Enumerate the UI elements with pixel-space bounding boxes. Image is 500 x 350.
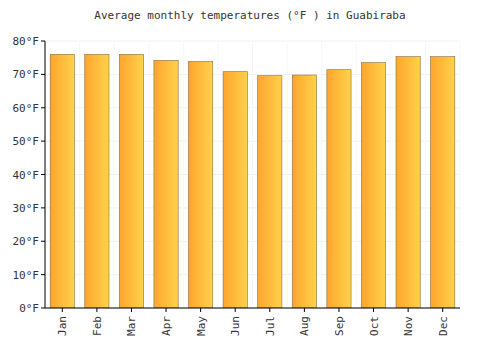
bar bbox=[431, 57, 455, 308]
y-tick bbox=[41, 107, 45, 108]
bar bbox=[85, 54, 109, 308]
y-tick bbox=[41, 141, 45, 142]
x-tick-label: Jun bbox=[229, 316, 242, 336]
grid-line-vertical bbox=[148, 41, 149, 308]
y-tick bbox=[41, 241, 45, 242]
x-tick-label: Mar bbox=[125, 316, 138, 336]
x-tick-label: Nov bbox=[402, 316, 415, 336]
x-tick-label: Oct bbox=[368, 316, 381, 336]
x-tick-label: Dec bbox=[437, 316, 450, 336]
x-tick bbox=[166, 308, 167, 312]
bar bbox=[189, 62, 213, 308]
bar bbox=[154, 60, 178, 308]
bars bbox=[50, 54, 455, 308]
chart-container: Average monthly temperatures (°F ) in Gu… bbox=[0, 0, 500, 350]
bar bbox=[292, 75, 316, 308]
y-tick-label: 50°F bbox=[13, 135, 40, 148]
grid-line-vertical bbox=[79, 41, 80, 308]
y-tick bbox=[41, 308, 45, 309]
x-tick-label: Feb bbox=[91, 316, 104, 336]
bar bbox=[223, 72, 247, 308]
x-tick bbox=[269, 308, 270, 312]
y-tick bbox=[41, 174, 45, 175]
y-tick bbox=[41, 74, 45, 75]
chart-svg: Average monthly temperatures (°F ) in Gu… bbox=[0, 0, 500, 350]
x-tick-label: Jul bbox=[264, 316, 277, 336]
grid-line-vertical bbox=[321, 41, 322, 308]
x-tick bbox=[96, 308, 97, 312]
x-tick-label: May bbox=[195, 316, 208, 336]
y-tick-label: 30°F bbox=[13, 202, 40, 215]
y-tick bbox=[41, 41, 45, 42]
x-axis bbox=[45, 308, 460, 309]
grid-line-vertical bbox=[252, 41, 253, 308]
bar bbox=[50, 54, 74, 308]
bar bbox=[327, 70, 351, 308]
x-tick bbox=[338, 308, 339, 312]
grid-line-vertical bbox=[217, 41, 218, 308]
bar bbox=[396, 57, 420, 308]
x-tick bbox=[442, 308, 443, 312]
bar bbox=[119, 54, 143, 308]
bar bbox=[258, 76, 282, 308]
x-tick-label: Aug bbox=[298, 316, 311, 336]
grid-line-vertical bbox=[356, 41, 357, 308]
y-tick-label: 0°F bbox=[19, 302, 39, 315]
grid-line-vertical bbox=[460, 41, 461, 308]
grid-line-vertical bbox=[114, 41, 115, 308]
x-tick bbox=[62, 308, 63, 312]
y-tick-label: 40°F bbox=[13, 169, 40, 182]
grid-line-vertical bbox=[287, 41, 288, 308]
y-tick-label: 60°F bbox=[13, 102, 40, 115]
x-tick-label: Jan bbox=[56, 316, 69, 336]
x-tick bbox=[408, 308, 409, 312]
grid-line-vertical bbox=[390, 41, 391, 308]
x-tick bbox=[304, 308, 305, 312]
grid-line-vertical bbox=[425, 41, 426, 308]
y-tick-label: 70°F bbox=[13, 68, 40, 81]
x-tick bbox=[235, 308, 236, 312]
grid-line bbox=[45, 308, 460, 309]
grid-line-vertical bbox=[183, 41, 184, 308]
bar bbox=[361, 63, 385, 308]
x-tick-label: Apr bbox=[160, 316, 173, 336]
title: Average monthly temperatures (°F ) in Gu… bbox=[94, 9, 405, 22]
y-tick bbox=[41, 207, 45, 208]
y-tick-label: 20°F bbox=[13, 235, 40, 248]
x-tick bbox=[200, 308, 201, 312]
y-tick-label: 80°F bbox=[13, 35, 40, 48]
y-tick bbox=[41, 274, 45, 275]
x-tick bbox=[131, 308, 132, 312]
x-tick bbox=[373, 308, 374, 312]
y-tick-label: 10°F bbox=[13, 269, 40, 282]
x-tick-label: Sep bbox=[333, 316, 346, 336]
